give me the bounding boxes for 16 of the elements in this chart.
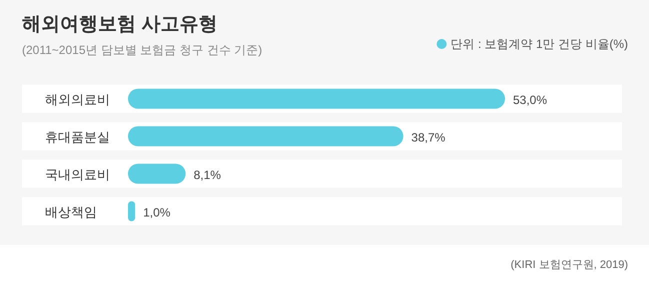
- data-label: 38,7%: [411, 130, 446, 144]
- data-label: 53,0%: [513, 92, 548, 107]
- text: (KIRI 보험연구원, 2019): [510, 259, 628, 271]
- data-label: 8,1%: [194, 168, 222, 182]
- bar: [128, 201, 136, 222]
- chart-title: 해외여행보험 사고유형: [22, 14, 218, 35]
- bar: [128, 88, 505, 109]
- chart-subtitle: (2011~2015년 담보별 보험금 청구 건수 기준): [22, 43, 262, 57]
- y-tick-label: 해외의료비: [45, 92, 110, 107]
- y-tick-label: 국내의료비: [45, 166, 110, 182]
- bar: [128, 164, 186, 184]
- legend-label: 단위 : 보험계약 1만 건당 비율(%): [450, 37, 628, 51]
- bar: [128, 126, 404, 146]
- y-tick-label: 휴대품분실: [45, 129, 110, 144]
- data-label: 1,0%: [143, 205, 171, 220]
- y-tick-label: 배상책임: [45, 204, 97, 220]
